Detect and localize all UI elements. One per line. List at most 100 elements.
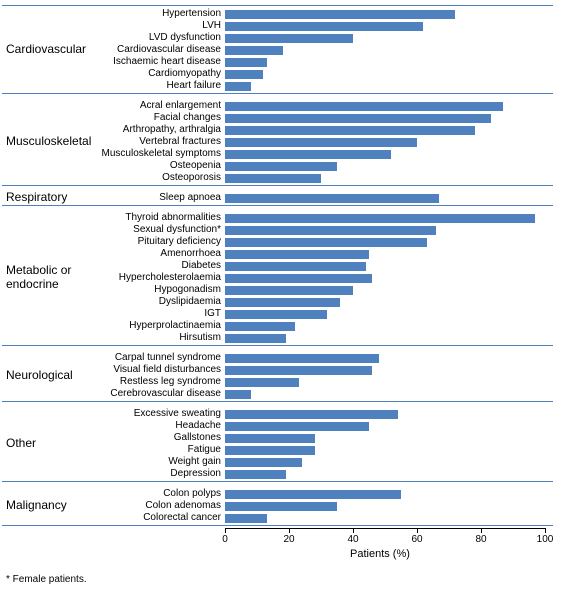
item-label: Heart failure [167,80,221,91]
item-label: Colorectal cancer [143,512,221,523]
item-label: Depression [170,468,221,479]
item-label: Colon adenomas [145,500,221,511]
bar [225,10,455,19]
item-label: Vertebral fractures [139,136,221,147]
item-label: Arthropathy, arthralgia [123,124,221,135]
bar [225,422,369,431]
item-label: Thyroid abnormalities [125,212,221,223]
item-label: Excessive sweating [134,408,221,419]
group-label: Malignancy [6,499,67,513]
bar [225,490,401,499]
item-label: Diabetes [182,260,221,271]
item-label: Osteoporosis [162,172,221,183]
group-divider [2,481,553,482]
bar [225,434,315,443]
item-label: Weight gain [168,456,221,467]
item-label: Osteopenia [170,160,221,171]
bar [225,34,353,43]
bar [225,22,423,31]
group-divider [2,345,553,346]
footnote: * Female patients. [6,574,87,585]
item-label: Fatigue [188,444,221,455]
bar [225,162,337,171]
item-label: Pituitary deficiency [138,236,221,247]
bar [225,126,475,135]
item-label: Gallstones [174,432,221,443]
bar [225,226,436,235]
item-label: Hirsutism [179,332,221,343]
group-label: Other [6,437,36,451]
item-label: Headache [175,420,221,431]
x-axis-tick-label: 80 [466,534,496,545]
item-label: Restless leg syndrome [120,376,221,387]
bar [225,390,251,399]
x-axis-tick [353,528,354,533]
bar [225,58,267,67]
item-label: Hypercholesterolaemia [119,272,221,283]
bar [225,114,491,123]
item-label: Carpal tunnel syndrome [115,352,221,363]
bar [225,286,353,295]
bar [225,366,372,375]
group-divider [2,401,553,402]
bar [225,46,283,55]
bar [225,502,337,511]
item-label: Hypogonadism [154,284,221,295]
bar [225,174,321,183]
bar [225,274,372,283]
chart-container: HypertensionLVHLVD dysfunctionCardiovasc… [0,0,567,589]
bar [225,262,366,271]
item-label: Sleep apnoea [159,192,221,203]
bar [225,238,427,247]
item-label: Colon polyps [163,488,221,499]
item-label: IGT [204,308,221,319]
group-divider [2,205,553,206]
x-axis-tick-label: 100 [530,534,560,545]
bar [225,102,503,111]
x-axis-tick [289,528,290,533]
x-axis-line [225,528,545,529]
group-label: Metabolic or endocrine [6,264,71,292]
group-divider [2,93,553,94]
bar [225,194,439,203]
item-label: Cerebrovascular disease [110,388,221,399]
x-axis-tick-label: 0 [210,534,240,545]
bar [225,354,379,363]
bar [225,334,286,343]
bar [225,514,267,523]
item-label: Amenorrhoea [160,248,221,259]
bar [225,150,391,159]
item-label: Hypertension [162,8,221,19]
item-label: Cardiomyopathy [148,68,221,79]
item-label: Facial changes [154,112,221,123]
item-label: Ischaemic heart disease [113,56,221,67]
group-label: Cardiovascular [6,43,86,57]
item-label: Dyslipidaemia [159,296,221,307]
group-label: Musculoskeletal [6,135,91,149]
x-axis-tick-label: 40 [338,534,368,545]
bar [225,310,327,319]
x-axis-tick [481,528,482,533]
bar [225,378,299,387]
item-label: LVD dysfunction [149,32,221,43]
x-axis-title: Patients (%) [350,548,410,560]
group-label: Respiratory [6,191,67,205]
group-label: Neurological [6,369,73,383]
bar [225,458,302,467]
item-label: Acral enlargement [140,100,221,111]
bar [225,214,535,223]
x-axis-tick-label: 20 [274,534,304,545]
bar [225,70,263,79]
group-divider [2,5,553,6]
x-axis-tick [545,528,546,533]
bar [225,446,315,455]
bar [225,138,417,147]
x-axis-tick-label: 60 [402,534,432,545]
bar [225,82,251,91]
group-divider [2,525,553,526]
group-divider [2,185,553,186]
bar [225,250,369,259]
bar [225,470,286,479]
x-axis-tick [225,528,226,533]
item-label: Sexual dysfunction* [133,224,221,235]
